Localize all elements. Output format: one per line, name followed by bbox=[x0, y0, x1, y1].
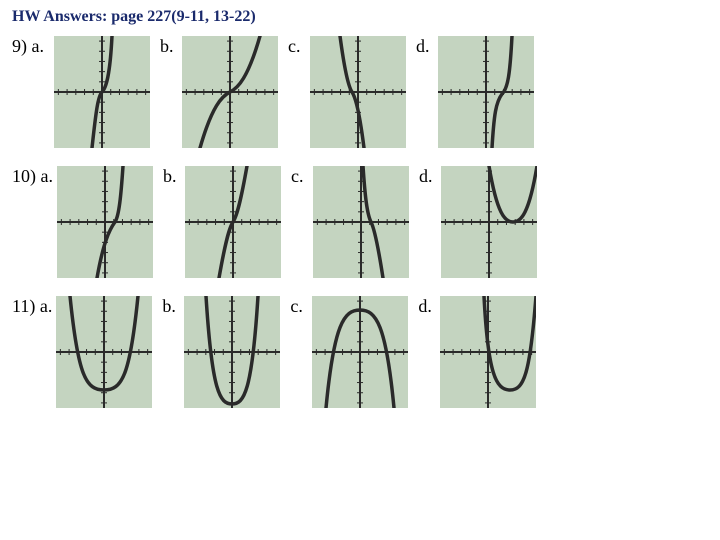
answer-row: 11) a. b. c. d. bbox=[12, 296, 708, 408]
cell-label: c. bbox=[288, 36, 306, 57]
cell-label: d. bbox=[419, 166, 437, 187]
cell-label: 9) a. bbox=[12, 36, 50, 57]
answer-cell: c. bbox=[290, 296, 408, 408]
graph-thumbnail bbox=[312, 296, 408, 408]
cell-label: c. bbox=[291, 166, 309, 187]
graph-thumbnail bbox=[57, 166, 153, 278]
graph-thumbnail bbox=[310, 36, 406, 148]
answer-cell: d. bbox=[419, 166, 537, 278]
graph-thumbnail bbox=[440, 296, 536, 408]
answer-cell: c. bbox=[291, 166, 409, 278]
cell-label: b. bbox=[163, 166, 181, 187]
answer-cell: b. bbox=[163, 166, 281, 278]
cell-label: b. bbox=[160, 36, 178, 57]
cell-label: 10) a. bbox=[12, 166, 53, 187]
page-title: HW Answers: page 227(9-11, 13-22) bbox=[12, 8, 708, 26]
graph-thumbnail bbox=[441, 166, 537, 278]
answer-cell: c. bbox=[288, 36, 406, 148]
graph-thumbnail bbox=[54, 36, 150, 148]
graph-thumbnail bbox=[56, 296, 152, 408]
graph-thumbnail bbox=[182, 36, 278, 148]
graph-thumbnail bbox=[438, 36, 534, 148]
answer-row: 10) a. b. c. d. bbox=[12, 166, 708, 278]
answer-cell: 11) a. bbox=[12, 296, 152, 408]
answer-cell: b. bbox=[162, 296, 280, 408]
answer-cell: d. bbox=[418, 296, 536, 408]
graph-thumbnail bbox=[184, 296, 280, 408]
graph-thumbnail bbox=[185, 166, 281, 278]
cell-label: d. bbox=[418, 296, 436, 317]
cell-label: d. bbox=[416, 36, 434, 57]
rows-container: 9) a. b. c. d. 10) a. b. c. d. 11) a. b. bbox=[12, 36, 708, 408]
answer-cell: d. bbox=[416, 36, 534, 148]
answer-cell: 9) a. bbox=[12, 36, 150, 148]
answer-row: 9) a. b. c. d. bbox=[12, 36, 708, 148]
cell-label: c. bbox=[290, 296, 308, 317]
cell-label: b. bbox=[162, 296, 180, 317]
cell-label: 11) a. bbox=[12, 296, 52, 317]
answer-cell: b. bbox=[160, 36, 278, 148]
graph-thumbnail bbox=[313, 166, 409, 278]
answer-cell: 10) a. bbox=[12, 166, 153, 278]
